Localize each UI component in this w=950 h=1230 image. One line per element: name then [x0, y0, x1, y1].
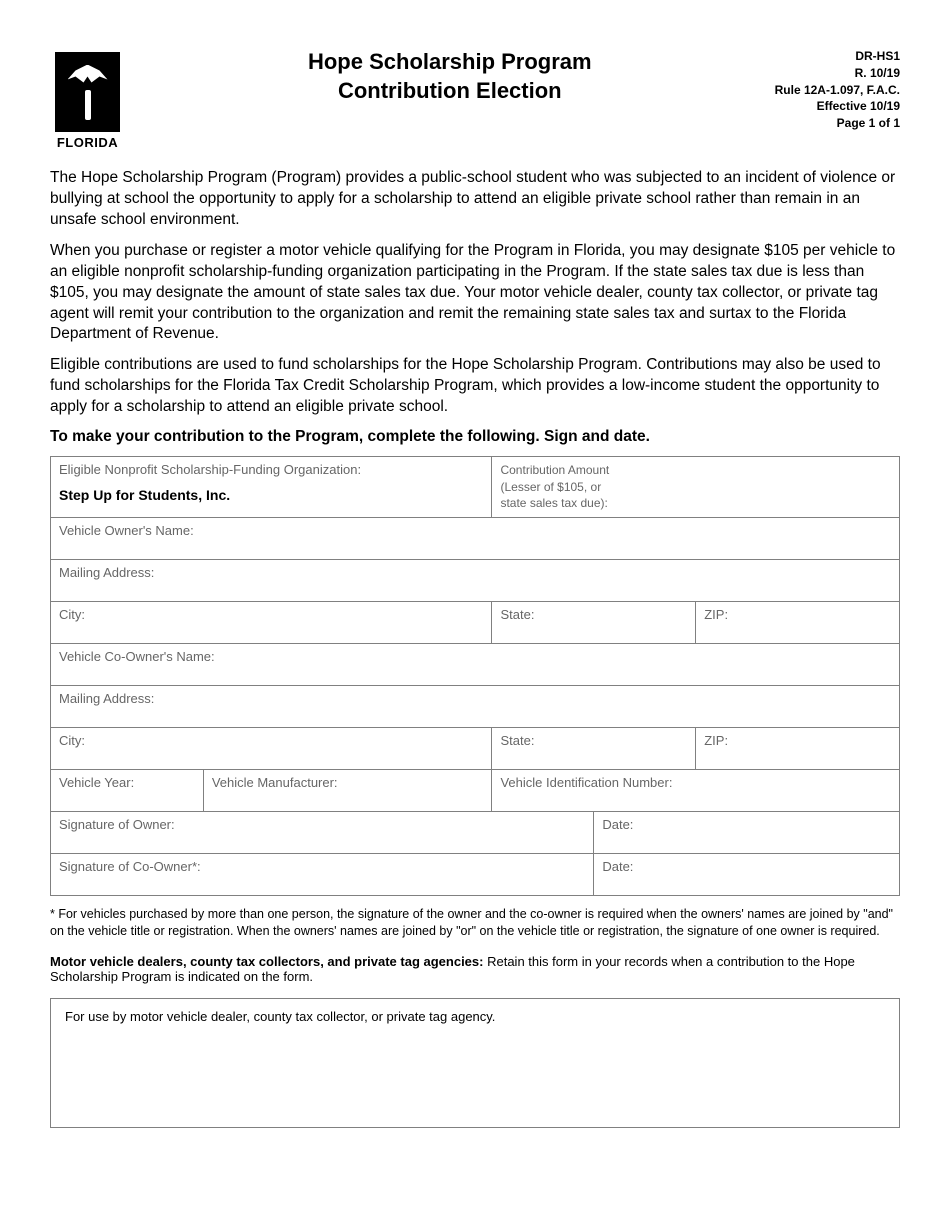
contribution-form: Eligible Nonprofit Scholarship-Funding O…: [50, 456, 900, 896]
palm-tree-icon: [55, 52, 120, 132]
owner-zip-label: ZIP:: [704, 607, 891, 622]
form-rule: Rule 12A-1.097, F.A.C.: [775, 82, 900, 99]
coowner-signature-date-label: Date:: [602, 859, 891, 874]
coowner-signature-field[interactable]: Signature of Co-Owner*:: [51, 853, 594, 895]
owner-signature-label: Signature of Owner:: [59, 817, 585, 832]
form-revision: R. 10/19: [775, 65, 900, 82]
coowner-zip-label: ZIP:: [704, 733, 891, 748]
title-line-1: Hope Scholarship Program: [308, 49, 592, 74]
owner-city-field[interactable]: City:: [51, 601, 492, 643]
vin-label: Vehicle Identification Number:: [500, 775, 891, 790]
owner-zip-field[interactable]: ZIP:: [696, 601, 900, 643]
owner-city-label: City:: [59, 607, 483, 622]
dealer-retention-note: Motor vehicle dealers, county tax collec…: [50, 954, 900, 984]
form-title: Hope Scholarship Program Contribution El…: [125, 40, 775, 105]
owner-signature-field[interactable]: Signature of Owner:: [51, 811, 594, 853]
contribution-label-3: state sales tax due):: [500, 496, 607, 510]
coowner-mailing-address-label: Mailing Address:: [59, 691, 891, 706]
coowner-state-field[interactable]: State:: [492, 727, 696, 769]
coowner-signature-date-field[interactable]: Date:: [594, 853, 900, 895]
owner-signature-date-label: Date:: [602, 817, 891, 832]
agency-use-label: For use by motor vehicle dealer, county …: [65, 1009, 495, 1024]
header: FLORIDA Hope Scholarship Program Contrib…: [50, 40, 900, 150]
coowner-city-label: City:: [59, 733, 483, 748]
form-page: Page 1 of 1: [775, 115, 900, 132]
florida-dor-logo: FLORIDA: [50, 40, 125, 150]
vehicle-year-field[interactable]: Vehicle Year:: [51, 769, 204, 811]
org-name: Step Up for Students, Inc.: [59, 487, 483, 503]
owner-state-field[interactable]: State:: [492, 601, 696, 643]
org-cell: Eligible Nonprofit Scholarship-Funding O…: [51, 457, 492, 518]
title-line-2: Contribution Election: [338, 78, 562, 103]
dealer-note-bold: Motor vehicle dealers, county tax collec…: [50, 954, 483, 969]
coowner-mailing-address-field[interactable]: Mailing Address:: [51, 685, 900, 727]
owner-name-label: Vehicle Owner's Name:: [59, 523, 891, 538]
contribution-label-2: (Lesser of $105, or: [500, 480, 601, 494]
coowner-name-field[interactable]: Vehicle Co-Owner's Name:: [51, 643, 900, 685]
instruction-line: To make your contribution to the Program…: [50, 428, 900, 446]
contribution-amount-field[interactable]: Contribution Amount (Lesser of $105, or …: [492, 457, 900, 518]
owner-mailing-address-label: Mailing Address:: [59, 565, 891, 580]
vehicle-manufacturer-label: Vehicle Manufacturer:: [212, 775, 484, 790]
intro-paragraph-2: When you purchase or register a motor ve…: [50, 241, 900, 346]
coowner-footnote: * For vehicles purchased by more than on…: [50, 906, 900, 940]
vehicle-year-label: Vehicle Year:: [59, 775, 195, 790]
form-id: DR-HS1: [775, 48, 900, 65]
owner-name-field[interactable]: Vehicle Owner's Name:: [51, 517, 900, 559]
owner-signature-date-field[interactable]: Date:: [594, 811, 900, 853]
owner-mailing-address-field[interactable]: Mailing Address:: [51, 559, 900, 601]
owner-state-label: State:: [500, 607, 687, 622]
agency-use-box[interactable]: For use by motor vehicle dealer, county …: [50, 998, 900, 1128]
form-metadata: DR-HS1 R. 10/19 Rule 12A-1.097, F.A.C. E…: [775, 40, 900, 132]
vehicle-manufacturer-field[interactable]: Vehicle Manufacturer:: [203, 769, 492, 811]
org-label: Eligible Nonprofit Scholarship-Funding O…: [59, 462, 483, 477]
intro-paragraph-3: Eligible contributions are used to fund …: [50, 355, 900, 418]
coowner-name-label: Vehicle Co-Owner's Name:: [59, 649, 891, 664]
logo-state-name: FLORIDA: [57, 135, 118, 150]
coowner-city-field[interactable]: City:: [51, 727, 492, 769]
intro-paragraph-1: The Hope Scholarship Program (Program) p…: [50, 168, 900, 231]
contribution-label-1: Contribution Amount: [500, 463, 609, 477]
coowner-signature-label: Signature of Co-Owner*:: [59, 859, 585, 874]
coowner-state-label: State:: [500, 733, 687, 748]
coowner-zip-field[interactable]: ZIP:: [696, 727, 900, 769]
vin-field[interactable]: Vehicle Identification Number:: [492, 769, 900, 811]
form-effective: Effective 10/19: [775, 98, 900, 115]
